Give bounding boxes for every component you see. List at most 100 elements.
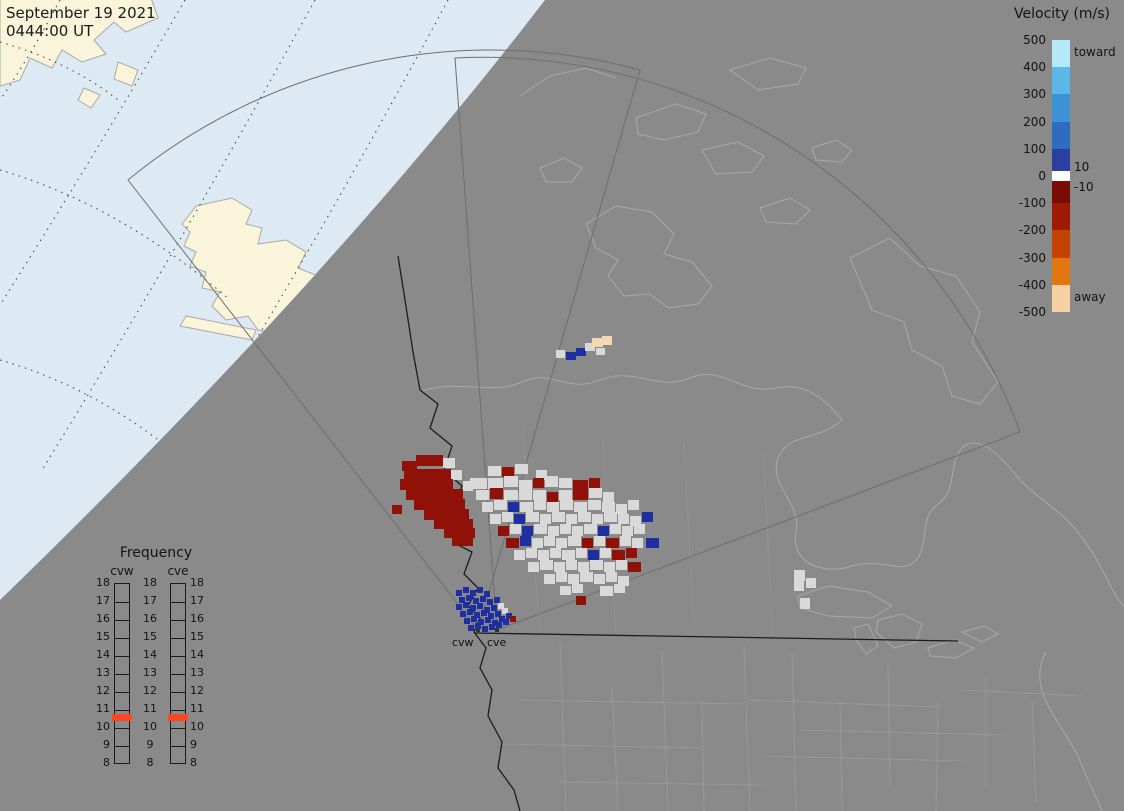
echo-cell (533, 478, 544, 488)
echo-cell (794, 581, 804, 591)
frequency-tick-label: 8 (146, 756, 154, 769)
cvw-radar-site-marker (476, 628, 480, 632)
echo-cell (490, 514, 501, 524)
echo-cell (562, 550, 575, 560)
velocity-tick-label: -400 (1018, 277, 1046, 292)
echo-cell (572, 526, 583, 536)
echo-cell (606, 572, 617, 582)
echo-cell (528, 562, 539, 572)
echo-cell (806, 578, 816, 588)
velocity-legend-title: Velocity (m/s) (1014, 6, 1110, 22)
echo-cell (475, 623, 481, 629)
frequency-tick-label: 12 (143, 684, 157, 697)
echo-cell (604, 512, 617, 522)
echo-cell (614, 584, 625, 593)
echo-cell (540, 514, 551, 524)
echo-cell (600, 586, 613, 596)
echo-cell (616, 504, 627, 514)
cvw-column-label: cvw (110, 564, 134, 578)
echo-cell (592, 514, 603, 524)
frequency-segment-line (171, 638, 185, 639)
echo-cell (526, 512, 539, 522)
echo-cell (618, 576, 629, 586)
echo-cell (488, 466, 501, 476)
cve-frequency-bar (168, 583, 188, 764)
echo-cell (443, 458, 455, 468)
echo-cell (491, 605, 497, 611)
echo-cell (452, 537, 473, 546)
echo-cell (552, 512, 565, 522)
echo-cell (610, 524, 621, 534)
echo-cell (573, 480, 588, 490)
cvw-fan-outline (127, 49, 641, 632)
frequency-tick-label: 15 (190, 630, 204, 643)
frequency-segment-line (171, 710, 185, 711)
velocity-tick-label: -100 (1018, 196, 1046, 211)
echo-cell (502, 608, 508, 614)
frequency-tick-label: 9 (190, 738, 197, 751)
echo-cell (566, 560, 577, 570)
echo-cell (594, 574, 605, 584)
velocity-color-segment (1052, 230, 1070, 258)
velocity-color-segment (1052, 257, 1070, 285)
echo-cell (515, 464, 528, 474)
echo-cell (588, 500, 601, 510)
echo-cell (424, 509, 469, 520)
echo-cell (622, 526, 633, 536)
toward-label: toward (1074, 45, 1116, 59)
threshold-minus10-label: -10 (1074, 180, 1094, 194)
frequency-tick-label: 18 (143, 576, 157, 589)
frequency-tick-label: 17 (96, 594, 110, 607)
frequency-segment-line (171, 656, 185, 657)
echo-cell (544, 536, 555, 546)
frequency-tick-label: 14 (96, 648, 110, 661)
frequency-legend-title: Frequency (119, 545, 193, 561)
echo-cell (572, 584, 583, 593)
frequency-tick-label: 12 (190, 684, 204, 697)
velocity-color-segment (1052, 67, 1070, 95)
echo-cell (467, 609, 473, 615)
frequency-tick-label: 14 (190, 648, 204, 661)
echo-cell (494, 597, 500, 603)
echo-cell (463, 602, 469, 608)
echo-cell (547, 492, 558, 502)
echo-cell (532, 538, 543, 548)
echo-cell (534, 524, 547, 534)
frequency-tick-label: 16 (143, 612, 157, 625)
echo-cell (466, 595, 472, 601)
echo-cell (477, 587, 483, 593)
cve-radar-site-marker (495, 628, 499, 632)
echo-cell (484, 591, 490, 597)
echo-cell (556, 572, 567, 582)
date-label: September 19 2021 (6, 4, 156, 22)
frequency-tick-label: 13 (96, 666, 110, 679)
echo-cell (474, 612, 480, 618)
echo-cell (526, 548, 537, 558)
cvw-frequency-bar (112, 583, 132, 764)
echo-cell (576, 548, 587, 558)
threshold-10-label: 10 (1074, 160, 1090, 174)
echo-cell (568, 536, 581, 546)
echo-cell (471, 616, 477, 622)
echo-cell (592, 338, 603, 347)
echo-cell (470, 478, 487, 489)
velocity-color-segment (1052, 94, 1070, 122)
frequency-tick-label: 17 (143, 594, 157, 607)
echo-cell (632, 538, 643, 548)
frequency-segment-line (171, 728, 185, 729)
echo-cell (470, 590, 476, 596)
echo-cell (560, 524, 571, 534)
echo-cell (536, 470, 547, 480)
echo-cell (588, 550, 599, 560)
echo-cell (468, 625, 474, 631)
frequency-tick-label: 12 (96, 684, 110, 697)
echo-cell (620, 536, 631, 546)
frequency-segment-line (115, 692, 129, 693)
echo-cell (392, 505, 402, 514)
echo-cell (406, 489, 463, 500)
velocity-tick-label: 500 (1023, 33, 1046, 47)
echo-cell (533, 490, 546, 500)
frequency-tick-label: 10 (96, 720, 110, 733)
velocity-color-segment (1052, 203, 1070, 231)
